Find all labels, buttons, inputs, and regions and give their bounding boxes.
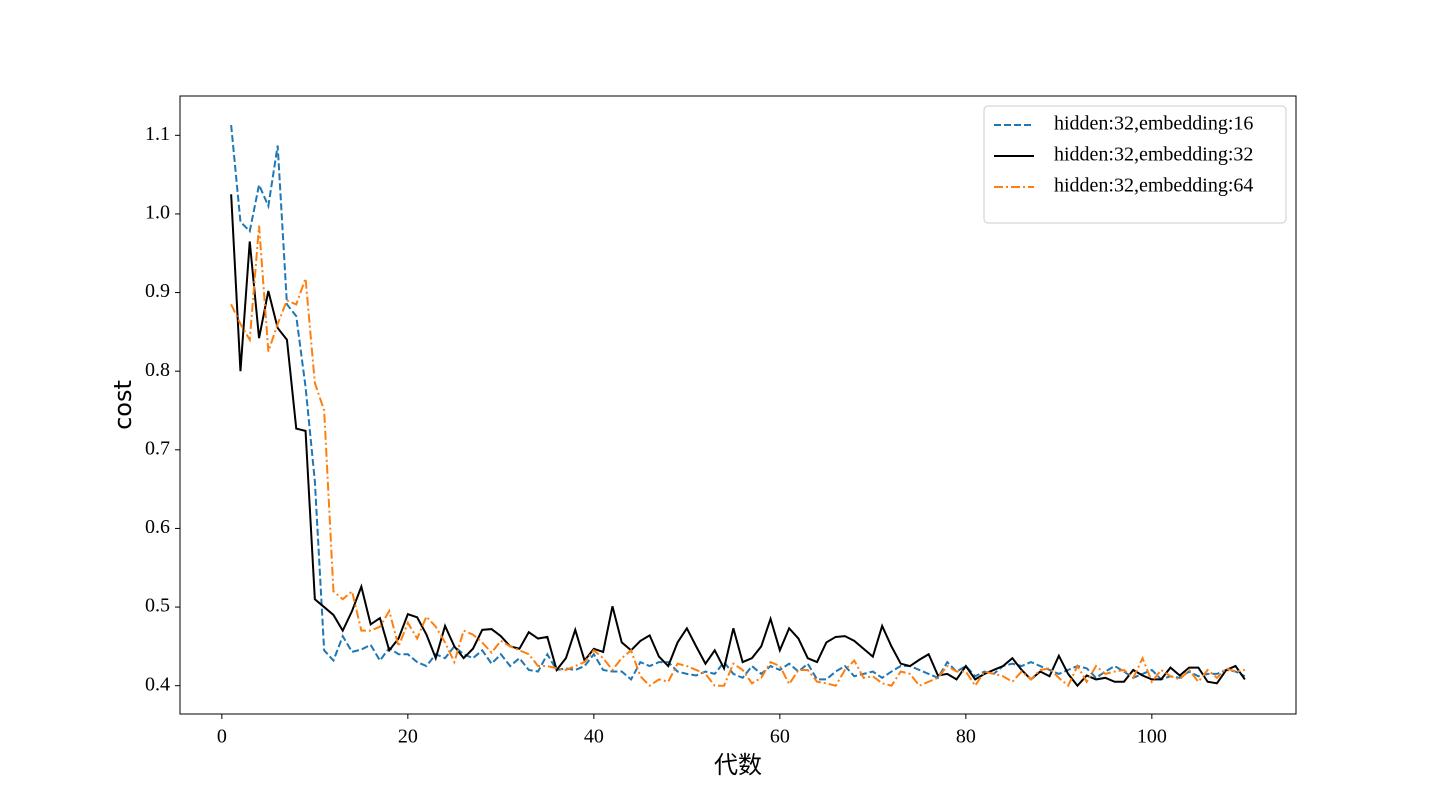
legend-label: hidden:32,embedding:16 [1054,113,1253,135]
y-tick-label: 0.7 [145,437,170,459]
legend-box [983,105,1287,224]
y-tick-label: 0.5 [145,595,170,617]
y-tick-label: 1.1 [145,123,170,145]
x-axis-label: 代数 [714,751,762,779]
x-tick-label: 80 [956,726,976,748]
x-tick-label: 100 [1137,726,1167,748]
y-tick-label: 0.4 [145,673,170,695]
y-tick-label: 0.6 [145,516,170,538]
x-tick-label: 20 [398,726,418,748]
series-line [230,124,1246,681]
y-tick-label: 1.0 [145,202,170,224]
series-line [230,194,1246,688]
plot-frame [179,95,1297,715]
y-tick-label: 0.8 [145,359,170,381]
y-axis-label: cost [109,380,137,430]
y-tick-label: 0.9 [145,280,170,302]
legend-label: hidden:32,embedding:32 [1054,144,1253,166]
x-tick-label: 60 [770,726,790,748]
x-tick-label: 0 [217,726,227,748]
series-line [230,225,1246,688]
x-tick-label: 40 [584,726,604,748]
legend-label: hidden:32,embedding:64 [1054,175,1253,197]
